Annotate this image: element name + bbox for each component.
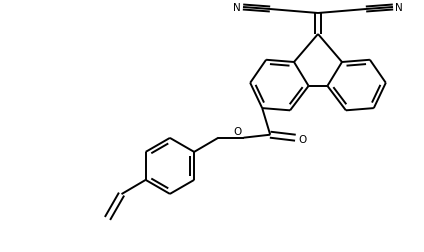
Text: N: N (395, 3, 403, 13)
Text: O: O (298, 134, 307, 144)
Text: N: N (233, 3, 241, 13)
Text: O: O (233, 126, 242, 136)
